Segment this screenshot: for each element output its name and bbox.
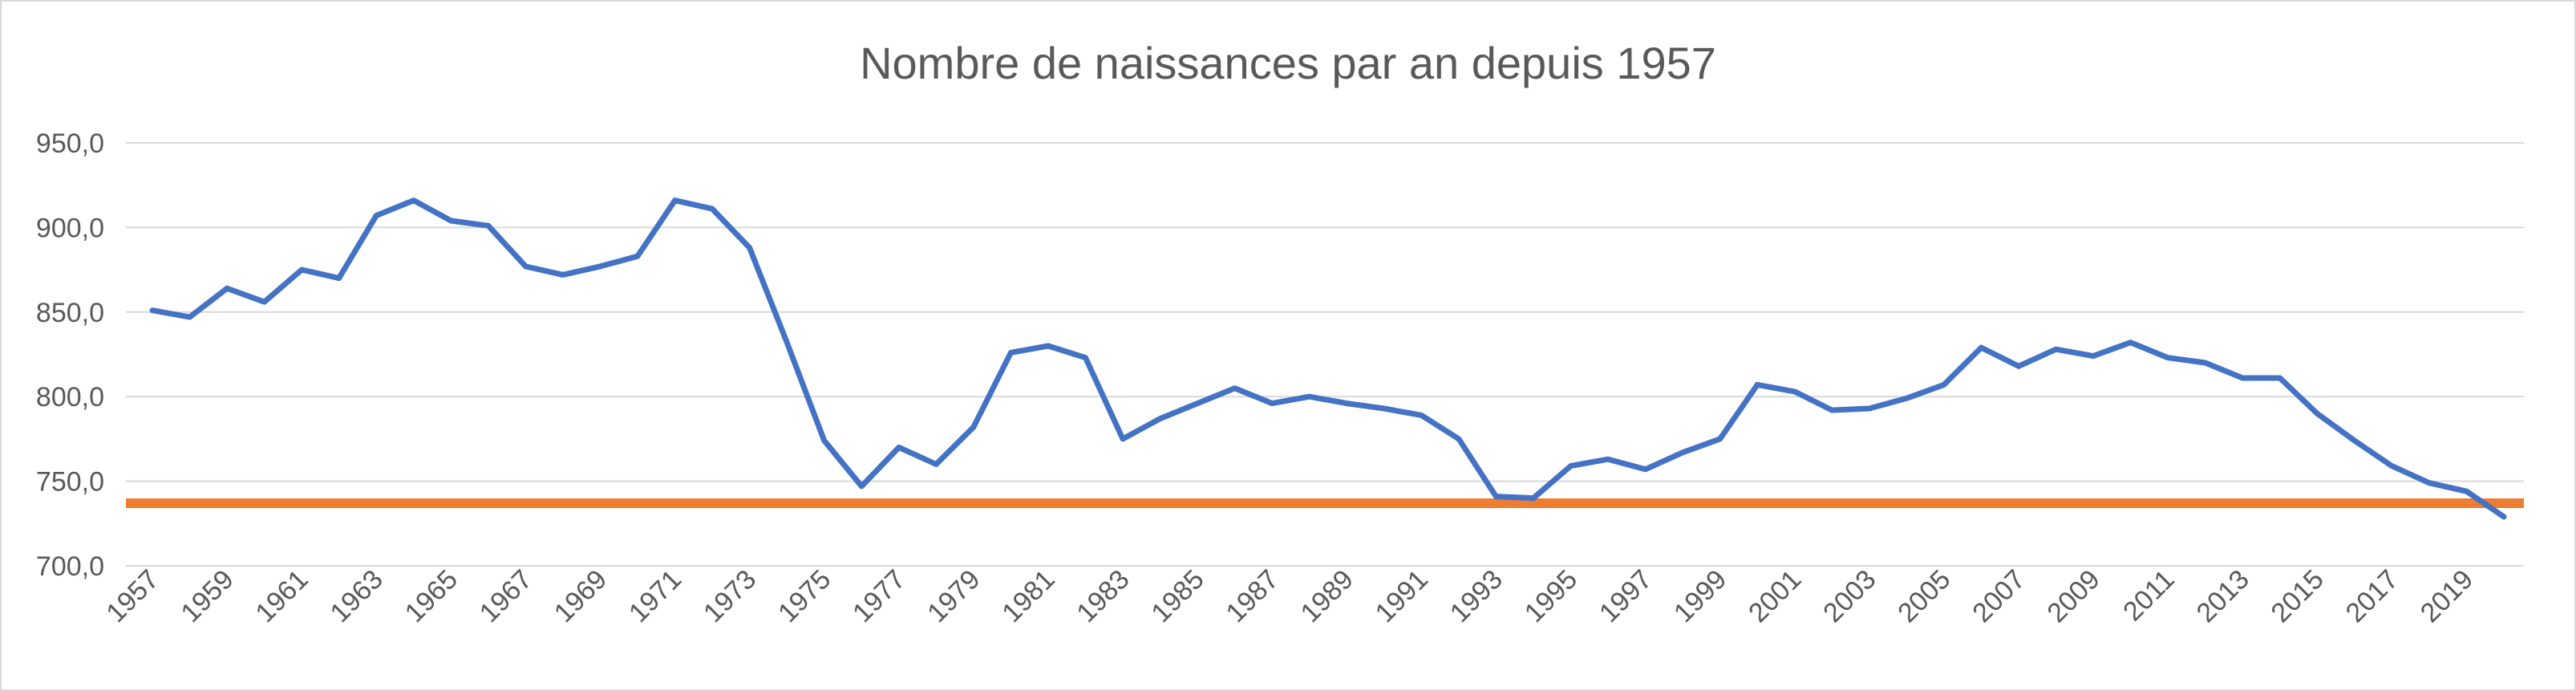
x-tick-label: 1957: [100, 564, 164, 628]
x-tick-label: 1971: [623, 564, 687, 628]
x-tick-label: 1989: [1295, 564, 1359, 628]
x-tick-label: 1961: [249, 564, 314, 628]
y-tick-label: 750,0: [36, 467, 104, 498]
x-axis-ticks: 1957 1959 1961 1963 1965 1967 1969 1971 1973 1975…: [100, 564, 2479, 628]
x-tick-label: 1975: [772, 564, 836, 628]
x-tick-label: 1997: [1594, 564, 1658, 628]
x-tick-label: 1983: [1071, 564, 1135, 628]
x-tick-label: 1987: [1220, 564, 1284, 628]
x-tick-label: 1959: [175, 564, 239, 628]
x-tick-label: 2009: [2041, 564, 2105, 628]
x-tick-label: 1993: [1444, 564, 1509, 628]
x-tick-label: 2003: [1817, 564, 1881, 628]
x-tick-label: 1969: [549, 564, 613, 628]
x-tick-label: 1991: [1370, 564, 1434, 628]
x-tick-label: 2015: [2266, 564, 2330, 628]
x-tick-label: 2001: [1743, 564, 1807, 628]
x-tick-label: 2011: [2117, 564, 2181, 628]
x-tick-label: 1979: [921, 564, 986, 628]
x-tick-label: 1985: [1145, 564, 1209, 628]
x-tick-label: 1973: [698, 564, 762, 628]
y-tick-label: 900,0: [36, 213, 104, 243]
x-tick-label: 2013: [2191, 564, 2255, 628]
x-tick-label: 2005: [1892, 564, 1956, 628]
y-tick-label: 800,0: [36, 382, 104, 413]
y-tick-label: 950,0: [36, 128, 104, 159]
x-tick-label: 1995: [1519, 564, 1583, 628]
x-tick-label: 1999: [1668, 564, 1732, 628]
x-tick-label: 1981: [996, 564, 1060, 628]
y-tick-label: 850,0: [36, 298, 104, 328]
x-tick-label: 2007: [1966, 564, 2031, 628]
series-lines: [126, 197, 2524, 520]
y-axis-ticks: 700,0 750,0 800,0 850,0 900,0 950,0: [36, 128, 104, 582]
x-tick-label: 1977: [847, 564, 911, 628]
x-tick-label: 1965: [399, 564, 464, 628]
x-tick-label: 1967: [474, 564, 538, 628]
x-tick-label: 2017: [2340, 564, 2404, 628]
chart-title: Nombre de naissances par an depuis 1957: [860, 38, 1716, 88]
x-tick-label: 1963: [325, 564, 389, 628]
x-tick-label: 2019: [2415, 564, 2479, 628]
series-line-0: [149, 197, 2507, 520]
y-tick-label: 700,0: [36, 551, 104, 582]
